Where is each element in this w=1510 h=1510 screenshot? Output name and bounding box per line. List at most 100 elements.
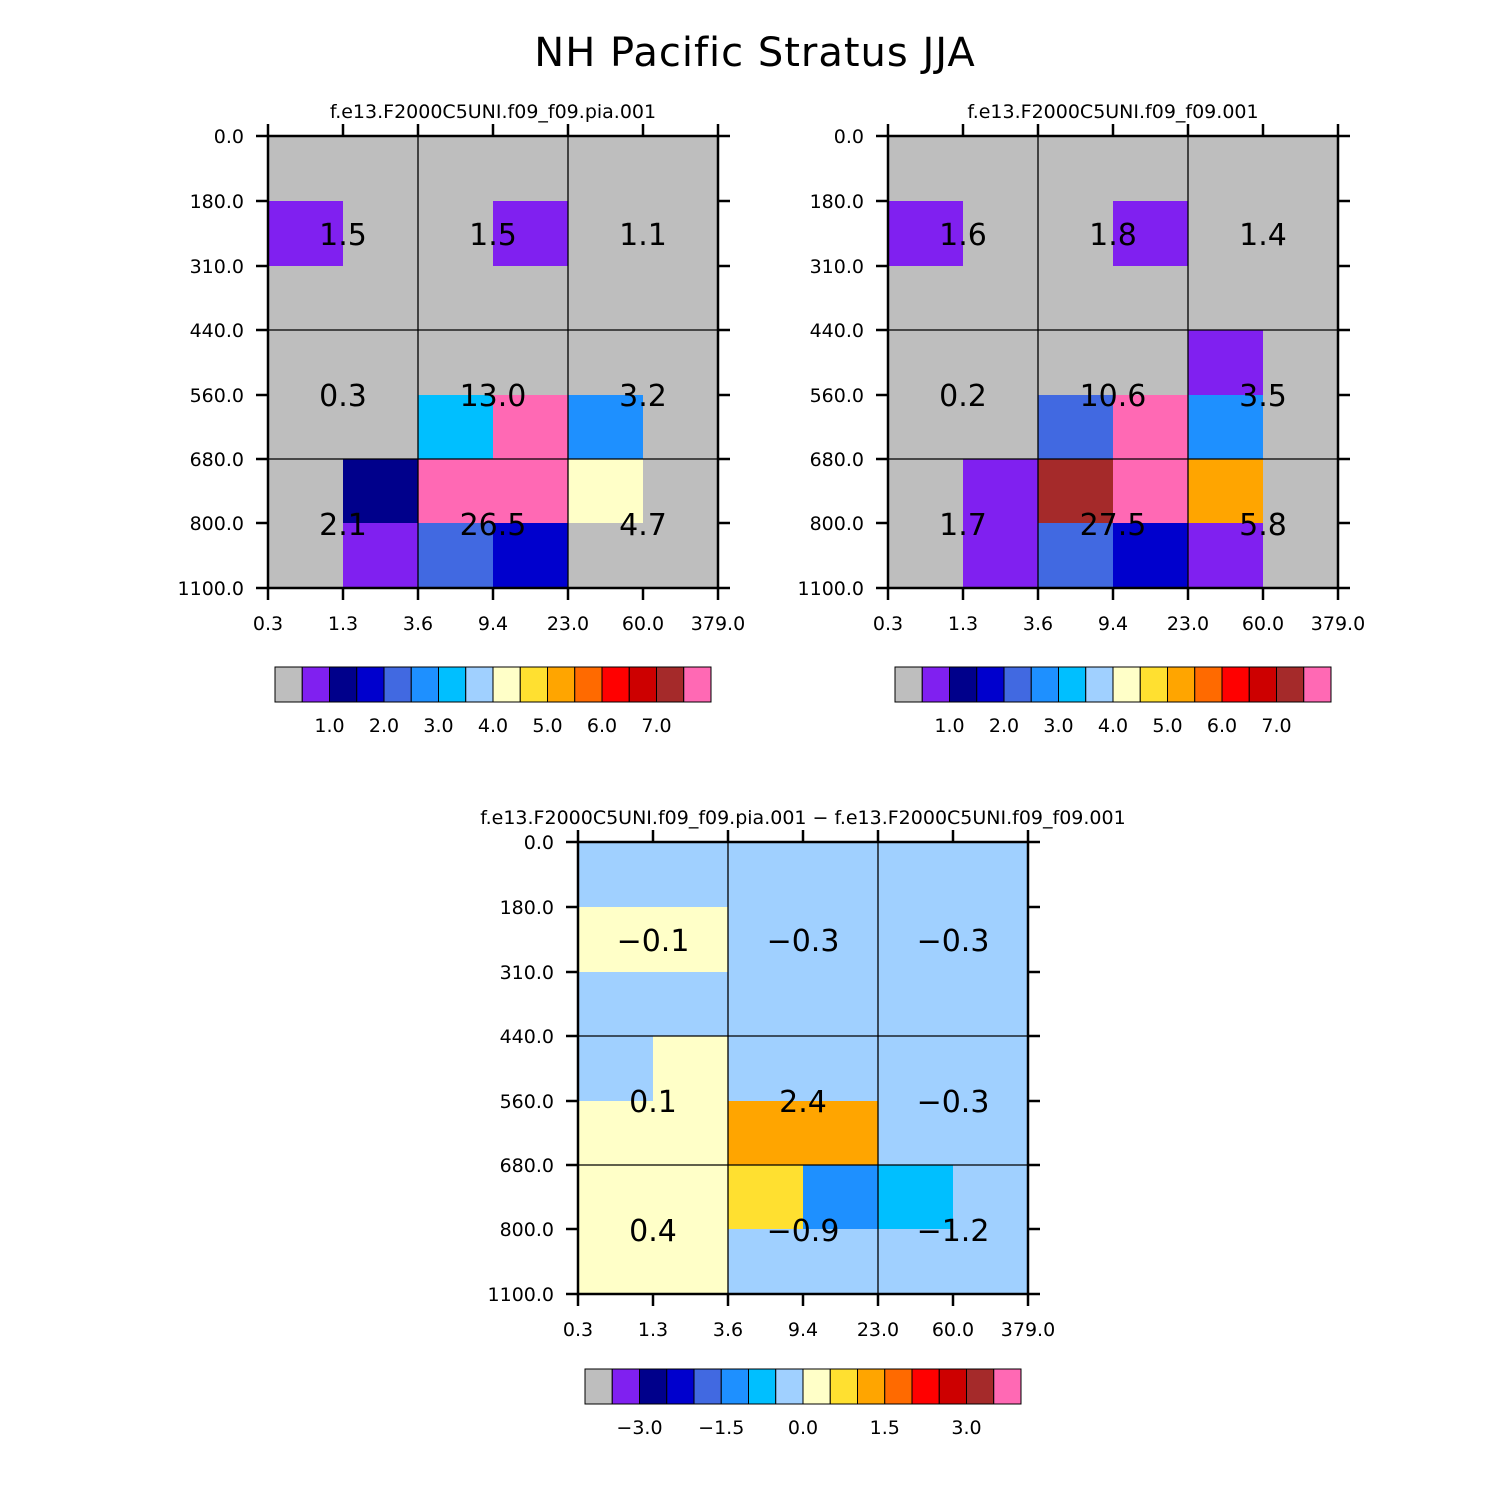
- y-tick-label: 310.0: [810, 256, 864, 278]
- heatmap-cell: [578, 842, 654, 908]
- heatmap-cell: [1038, 395, 1114, 460]
- heatmap-cell: [878, 1036, 954, 1102]
- colorbar-label: 7.0: [641, 715, 671, 737]
- cell-value-label: −0.3: [767, 924, 840, 959]
- colorbar-swatch: [356, 666, 385, 703]
- panel-2: f.e13.F2000C5UNI.f09_f09.001 0.0 180.0 310.…: [798, 101, 1366, 737]
- cell-value-label: 0.1: [629, 1085, 677, 1120]
- y-tick-label: 1100.0: [798, 578, 864, 600]
- cell-value-label: 0.3: [319, 379, 367, 414]
- colorbar-swatch: [1058, 666, 1087, 703]
- heatmap-cell: [343, 330, 419, 396]
- x-tick-label: 1.3: [328, 613, 358, 635]
- heatmap-cell: [418, 136, 494, 202]
- colorbar-swatch: [438, 666, 467, 703]
- colorbar-label: 5.0: [1152, 715, 1182, 737]
- x-tick-label: 379.0: [1001, 1319, 1055, 1341]
- heatmap-cell: [643, 201, 719, 267]
- heatmap-cell: [803, 1101, 879, 1166]
- colorbar-swatch: [628, 666, 657, 703]
- colorbar-label: 4.0: [478, 715, 508, 737]
- heatmap-cell: [888, 523, 964, 589]
- heatmap-cell: [963, 201, 1039, 267]
- y-tick-label: 680.0: [500, 1155, 554, 1177]
- heatmap-cell: [803, 1036, 879, 1102]
- colorbar-swatch: [720, 1368, 749, 1405]
- heatmap-cell: [568, 266, 644, 331]
- colorbar-swatch: [1167, 666, 1196, 703]
- heatmap-cell: [888, 395, 964, 460]
- colorbar-swatch: [574, 666, 603, 703]
- y-tick-label: 1100.0: [178, 578, 244, 600]
- colorbar-swatch: [301, 666, 330, 703]
- heatmap-cell: [653, 1229, 729, 1295]
- heatmap-cell: [803, 1229, 879, 1295]
- heatmap-cell: [1038, 330, 1114, 396]
- x-tick-label: 0.3: [563, 1319, 593, 1341]
- heatmap-cell: [963, 523, 1039, 589]
- heatmap-cell: [568, 395, 644, 460]
- x-tick-label: 23.0: [547, 613, 589, 635]
- heatmap-cell: [568, 523, 644, 589]
- heatmap-cell: [653, 972, 729, 1037]
- colorbar-swatch: [584, 1368, 613, 1405]
- colorbar-swatch: [884, 1368, 913, 1405]
- x-tick-label: 60.0: [622, 613, 664, 635]
- heatmap-cell: [1188, 523, 1264, 589]
- heatmap-cell: [1263, 459, 1339, 524]
- colorbar-label: 1.0: [314, 715, 344, 737]
- heatmap-cell: [268, 523, 344, 589]
- heatmap-cell: [728, 1165, 804, 1230]
- colorbar-label: −3.0: [616, 1417, 662, 1439]
- colorbar-swatch: [1221, 666, 1250, 703]
- heatmap-cell: [1113, 330, 1189, 396]
- heatmap-cell: [418, 330, 494, 396]
- x-tick-label: 60.0: [1242, 613, 1284, 635]
- cell-value-label: 10.6: [1080, 379, 1147, 414]
- heatmap-cell: [728, 1036, 804, 1102]
- heatmap-cell: [418, 201, 494, 267]
- heatmap-cell: [803, 1165, 879, 1230]
- cell-value-label: 26.5: [460, 508, 527, 543]
- heatmap-cell: [268, 395, 344, 460]
- heatmap-cell: [888, 459, 964, 524]
- colorbar: 1.0 2.0 3.0 4.0 5.0 6.0 7.0: [274, 666, 712, 737]
- heatmap-cell: [578, 907, 654, 973]
- heatmap-cell: [1263, 395, 1339, 460]
- colorbar-swatch: [966, 1368, 995, 1405]
- cell-value-label: 0.4: [629, 1214, 677, 1249]
- x-tick-label: 23.0: [857, 1319, 899, 1341]
- heatmap-cell: [493, 459, 569, 524]
- heatmap-cell: [653, 907, 729, 973]
- heatmap-cell: [1188, 395, 1264, 460]
- cell-value-label: 1.5: [469, 218, 517, 253]
- heatmap-cell: [888, 330, 964, 396]
- heatmap-cell: [643, 523, 719, 589]
- colorbar-swatch: [921, 666, 950, 703]
- heatmap-cell: [878, 907, 954, 973]
- colorbar-label: 1.5: [870, 1417, 900, 1439]
- heatmap-cell: [963, 136, 1039, 202]
- panel-3: f.e13.F2000C5UNI.f09_f09.pia.001 − f.e13…: [480, 807, 1125, 1439]
- heatmap-cell: [343, 395, 419, 460]
- heatmap-cell: [418, 459, 494, 524]
- heatmap-cell: [888, 266, 964, 331]
- colorbar-swatch: [547, 666, 576, 703]
- heatmap-cell: [953, 972, 1029, 1037]
- heatmap-cell: [578, 1165, 654, 1230]
- heatmap-cell: [1188, 330, 1264, 396]
- colorbar-swatch: [1003, 666, 1032, 703]
- y-tick-label: 440.0: [190, 320, 244, 342]
- heatmap-cell: [493, 395, 569, 460]
- x-tick-label: 9.4: [788, 1319, 818, 1341]
- heatmap-cell: [803, 907, 879, 973]
- colorbar-label: 2.0: [369, 715, 399, 737]
- heatmap-cell: [268, 459, 344, 524]
- heatmap-cell: [568, 201, 644, 267]
- x-tick-label: 0.3: [253, 613, 283, 635]
- y-tick-label: 560.0: [500, 1091, 554, 1113]
- y-tick-label: 800.0: [500, 1219, 554, 1241]
- heatmap-cell: [568, 330, 644, 396]
- heatmap-cell: [953, 1165, 1029, 1230]
